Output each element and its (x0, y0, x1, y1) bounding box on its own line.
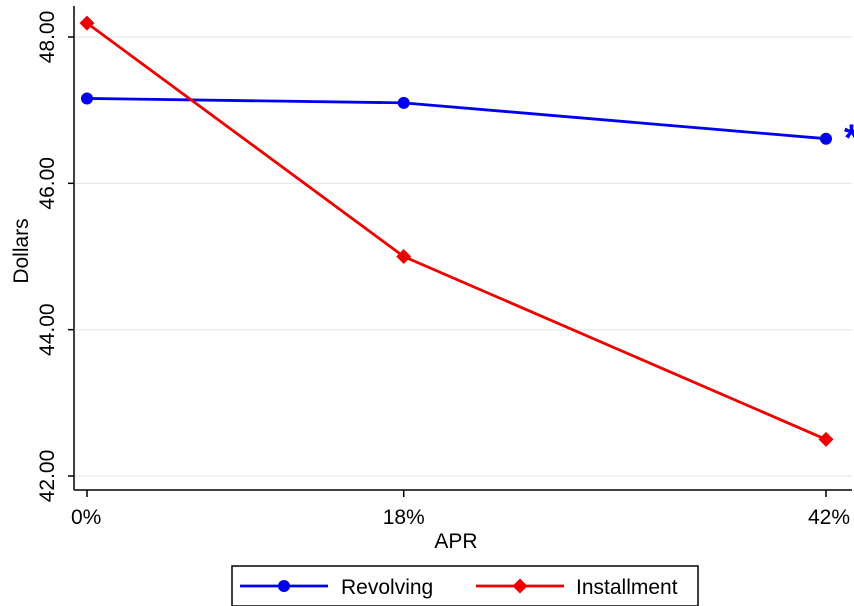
grid-lines (75, 37, 852, 476)
y-tick-label: 44.00 (36, 303, 59, 356)
x-tick-label: 0% (71, 506, 101, 529)
y-tick-label: 42.00 (36, 450, 59, 503)
x-axis-title: APR (434, 530, 477, 553)
x-ticks: 0% 18% 42% (71, 490, 850, 529)
y-ticks: 42.00 44.00 46.00 48.00 (36, 11, 74, 503)
revolving-point (820, 133, 832, 145)
legend: Revolving Installment (232, 566, 698, 606)
x-tick-label: 18% (383, 506, 425, 529)
installment-series (80, 16, 834, 447)
installment-line (87, 23, 826, 439)
legend-label: Installment (576, 576, 678, 599)
legend-revolving-point (278, 580, 290, 592)
series-group (80, 16, 834, 447)
annotations: * (844, 118, 854, 160)
installment-point (819, 432, 834, 447)
axes (74, 6, 852, 490)
legend-label: Revolving (341, 576, 433, 599)
y-tick-label: 48.00 (36, 11, 59, 64)
revolving-point (398, 97, 410, 109)
y-axis-title: Dollars (10, 218, 33, 283)
revolving-point (81, 92, 93, 104)
significance-annotation: * (844, 118, 854, 160)
x-tick-label: 42% (808, 506, 850, 529)
y-tick-label: 46.00 (36, 157, 59, 210)
